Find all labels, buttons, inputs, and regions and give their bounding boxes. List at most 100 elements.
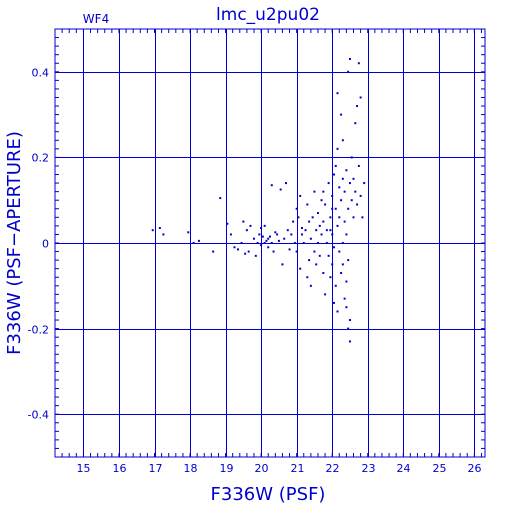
data-point	[315, 263, 318, 266]
data-point	[334, 207, 337, 210]
data-point	[274, 231, 277, 234]
data-point	[331, 263, 334, 266]
chart-title: lmc_u2pu02	[216, 5, 320, 25]
data-point	[192, 242, 195, 244]
data-point	[277, 239, 280, 242]
y-axis-label: F336W (PSF−APERTURE)	[4, 131, 25, 355]
panel-label: WF4	[83, 12, 109, 26]
x-tick-label: 16	[113, 462, 127, 475]
y-tick-label: 0	[42, 238, 49, 251]
data-point	[302, 242, 305, 244]
data-point	[350, 156, 353, 159]
data-point	[327, 182, 330, 185]
data-point	[343, 297, 346, 300]
data-point	[308, 259, 311, 262]
data-point	[320, 233, 323, 236]
x-tick-label: 23	[362, 462, 376, 475]
data-point	[347, 327, 350, 330]
data-point	[340, 199, 343, 202]
data-point	[357, 164, 360, 167]
data-point	[343, 220, 346, 223]
data-point	[348, 182, 351, 185]
data-point	[318, 254, 321, 257]
data-point	[295, 207, 298, 210]
data-point	[256, 242, 259, 244]
data-point	[336, 310, 339, 313]
data-point	[300, 227, 303, 230]
data-point	[162, 233, 165, 236]
data-point	[267, 237, 270, 240]
data-point	[316, 212, 319, 215]
data-point	[311, 216, 314, 219]
data-point	[233, 246, 236, 249]
data-point	[263, 224, 266, 227]
data-point	[359, 194, 362, 197]
data-point	[325, 229, 328, 232]
data-point	[336, 92, 339, 95]
data-point	[306, 276, 309, 279]
data-point	[352, 216, 355, 219]
data-point	[237, 248, 240, 251]
data-point	[254, 254, 257, 257]
x-tick-label: 20	[255, 462, 269, 475]
data-point	[313, 250, 316, 253]
data-point	[272, 250, 275, 253]
data-point	[338, 250, 341, 253]
data-point	[276, 233, 279, 236]
data-point	[247, 250, 250, 253]
data-point	[347, 259, 350, 262]
data-point	[363, 182, 366, 185]
data-point	[265, 239, 268, 242]
data-point	[329, 216, 332, 219]
data-point	[320, 199, 323, 202]
data-point	[345, 280, 348, 283]
data-point	[313, 190, 316, 193]
data-point	[244, 252, 247, 255]
data-point	[292, 220, 295, 223]
data-point	[331, 233, 334, 236]
data-point	[318, 224, 321, 227]
y-tick-label: 0.2	[32, 152, 50, 165]
data-point	[226, 222, 229, 225]
data-point	[267, 246, 270, 249]
data-point	[297, 216, 300, 219]
x-tick-label: 25	[433, 462, 447, 475]
data-point	[286, 229, 289, 232]
data-point	[332, 246, 335, 249]
data-point	[308, 220, 311, 223]
data-point	[270, 242, 273, 244]
data-point	[261, 235, 264, 238]
data-point	[348, 340, 351, 343]
x-tick-label: 15	[77, 462, 91, 475]
data-point	[341, 263, 344, 266]
x-tick-label: 17	[149, 462, 163, 475]
data-point	[340, 113, 343, 116]
data-point	[245, 229, 248, 232]
data-point	[354, 190, 357, 193]
data-point	[348, 57, 351, 60]
data-point	[329, 276, 332, 279]
data-point	[270, 184, 273, 187]
data-point	[327, 254, 330, 257]
data-point	[260, 227, 263, 230]
data-point	[332, 173, 335, 176]
data-point	[300, 233, 303, 236]
data-point	[331, 207, 334, 210]
data-point	[356, 203, 359, 206]
data-point	[322, 190, 325, 193]
x-tick-label: 22	[326, 462, 340, 475]
data-point	[309, 237, 312, 240]
data-point	[306, 203, 309, 206]
data-point	[290, 233, 293, 236]
y-tick-label: 0.4	[32, 67, 50, 80]
data-point	[345, 233, 348, 236]
data-point	[361, 216, 364, 219]
data-point	[332, 301, 335, 304]
data-point	[340, 271, 343, 274]
data-point	[158, 227, 161, 230]
data-point	[345, 306, 348, 309]
y-tick-label: -0.4	[28, 409, 49, 422]
data-point	[341, 177, 344, 180]
data-point	[229, 233, 232, 236]
